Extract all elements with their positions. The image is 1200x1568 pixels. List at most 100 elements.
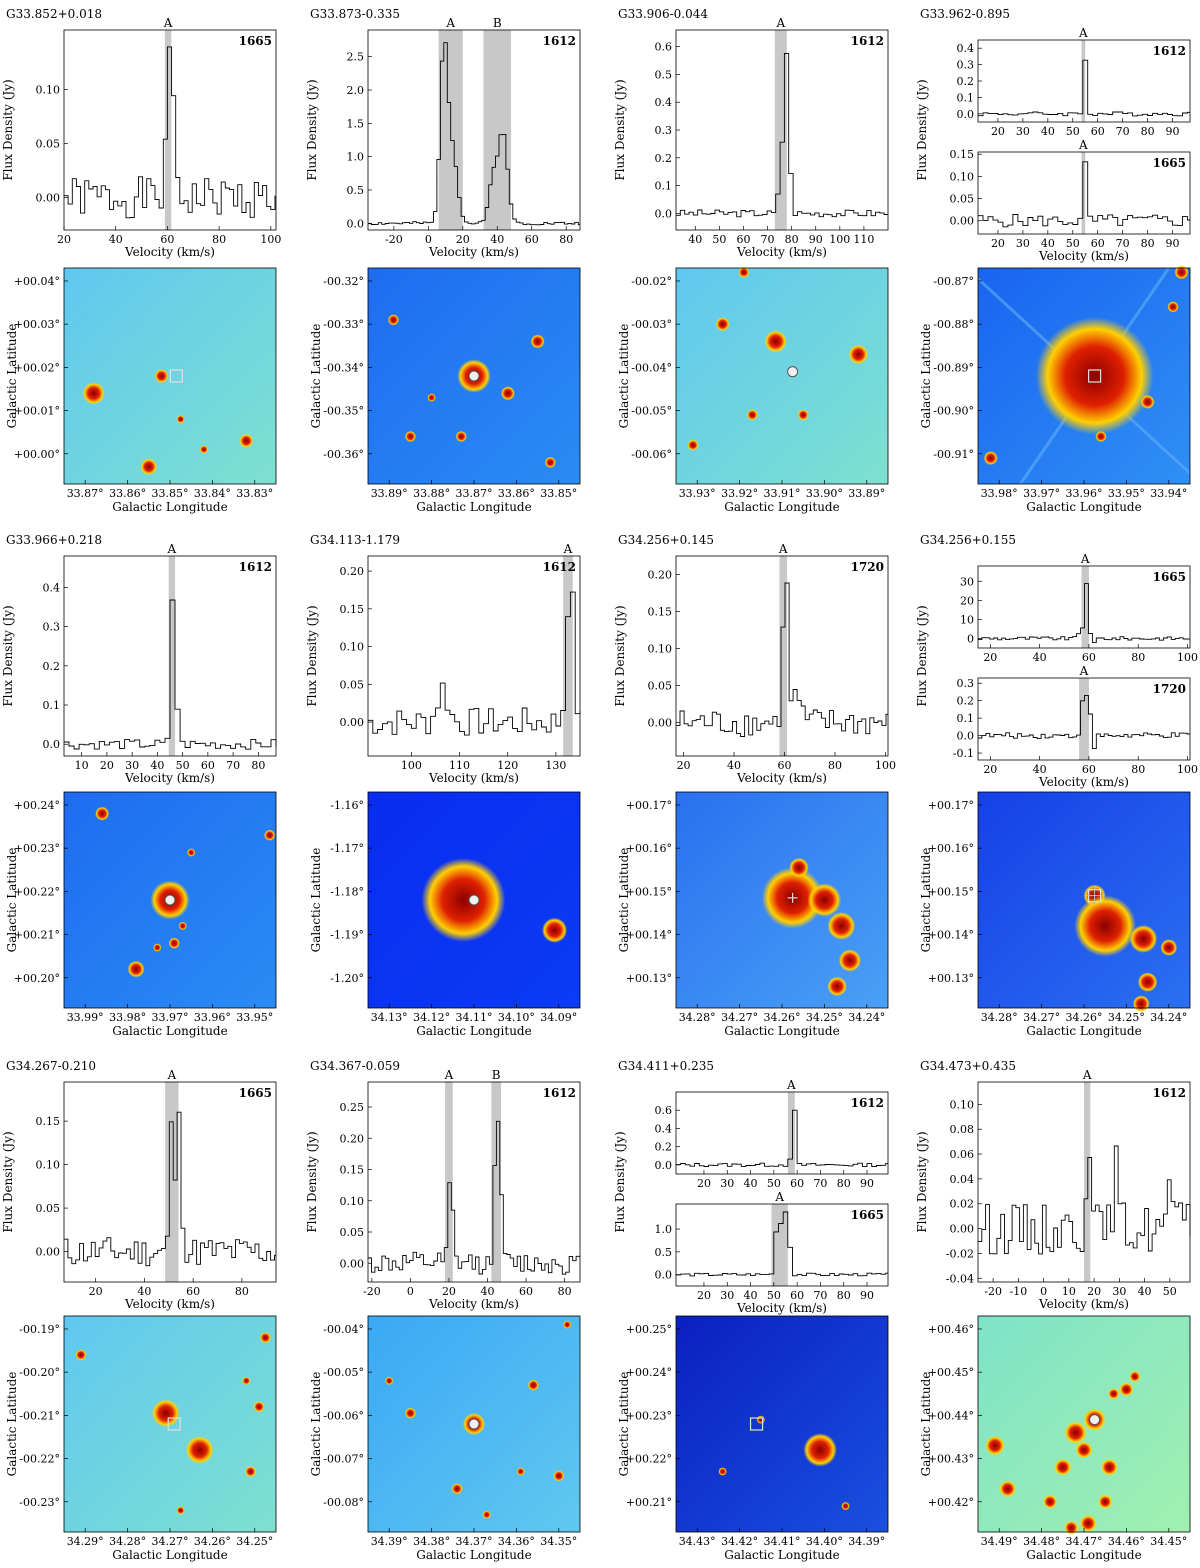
y-tick-label: 0.2 <box>655 1141 673 1154</box>
y-tick-label: 0.15 <box>648 606 673 619</box>
y-tick-label: 0.00 <box>648 717 673 730</box>
y-tick-label: 10 <box>960 613 974 626</box>
bright-source <box>687 439 699 451</box>
x-tick-label: 33.92° <box>721 487 758 500</box>
x-tick-label: 33.83° <box>236 487 273 500</box>
bright-source <box>1043 1494 1058 1509</box>
y-tick-label: 0.10 <box>950 170 975 183</box>
y-tick-label: +00.16° <box>626 842 672 855</box>
y-tick-label: 0.15 <box>950 148 975 161</box>
spectrum-line <box>368 591 581 736</box>
velocity-band <box>1081 566 1089 648</box>
y-tick-label: +00.14° <box>928 929 974 942</box>
x-tick-label: 33.96° <box>1066 487 1103 500</box>
x-tick-label: 90 <box>1166 125 1180 138</box>
y-tick-label: +00.43° <box>928 1453 974 1466</box>
x-tick-label: 0 <box>1040 1285 1047 1298</box>
map-background <box>978 1316 1190 1532</box>
x-axis-label: Velocity (km/s) <box>428 771 519 785</box>
x-axis-label: Velocity (km/s) <box>736 245 827 259</box>
transition-label: 1612 <box>1153 44 1186 58</box>
x-tick-label: 33.95° <box>236 1011 273 1024</box>
y-tick-label: 0.15 <box>340 603 365 616</box>
source-name: G33.852+0.018 <box>6 7 102 21</box>
y-tick-label: -00.04° <box>631 361 672 374</box>
x-tick-label: 80 <box>251 759 265 772</box>
y-tick-label: 0.1 <box>957 712 975 725</box>
y-tick-label: +00.21° <box>14 929 60 942</box>
transition-label: 1720 <box>851 560 884 574</box>
x-tick-label: 90 <box>809 233 823 246</box>
y-tick-label: 0 <box>967 632 974 645</box>
y-tick-label: +00.45° <box>928 1366 974 1379</box>
x-tick-label: 40 <box>1041 125 1055 138</box>
spectrum-line <box>676 582 888 737</box>
band-label: A <box>1082 1068 1092 1082</box>
y-tick-label: 0.05 <box>340 1226 365 1239</box>
x-axis-label: Galactic Longitude <box>112 500 227 514</box>
y-tick-label: 0.3 <box>957 59 975 72</box>
y-tick-label: +00.22° <box>626 1453 672 1466</box>
axes-frame <box>367 29 581 231</box>
spectrum-panel: A 20 30 40 50 60 70 80 90 0.0 0.1 0.2 0.3 0.4 1612 <box>957 26 1191 138</box>
bright-source <box>151 1399 180 1428</box>
velocity-band <box>563 556 573 756</box>
x-tick-label: 60 <box>1091 125 1105 138</box>
x-tick-label: 33.99° <box>67 1011 104 1024</box>
bright-source <box>404 430 416 443</box>
bright-source <box>95 806 110 821</box>
spectrum-panel: A B -20 0 20 40 60 80 0.00 0.05 0.10 0.15 0.20 0.25 16… <box>340 1068 581 1311</box>
y-tick-label: 0.04 <box>950 1173 975 1186</box>
y-tick-label: +00.17° <box>626 799 672 812</box>
bright-source <box>827 976 847 997</box>
y-tick-label: -00.20° <box>19 1366 60 1379</box>
y-tick-label: 0.4 <box>655 96 673 109</box>
y-tick-label: 1.0 <box>655 1223 673 1236</box>
x-tick-label: 80 <box>1131 651 1145 664</box>
maser-position-marker <box>169 369 183 383</box>
y-tick-label: 0.00 <box>340 716 365 729</box>
y-tick-label: 0.20 <box>340 565 365 578</box>
bright-source <box>264 829 276 841</box>
y-tick-label: 0.10 <box>340 1195 365 1208</box>
x-tick-label: 80 <box>559 233 573 246</box>
x-tick-label: 80 <box>235 1285 249 1298</box>
band-label: A <box>563 542 573 556</box>
x-tick-label: 40 <box>744 1289 758 1302</box>
velocity-band <box>445 1082 453 1282</box>
x-tick-label: 20 <box>983 763 997 776</box>
y-tick-label: 0.6 <box>655 41 673 54</box>
y-tick-label: 0.02 <box>950 1198 975 1211</box>
x-tick-label: 34.11° <box>456 1011 493 1024</box>
x-tick-label: 34.26° <box>194 1535 231 1548</box>
y-tick-label: -00.36° <box>323 448 364 461</box>
x-tick-label: 34.26° <box>1066 1011 1103 1024</box>
maser-position-marker <box>1087 369 1102 383</box>
transition-label: 1612 <box>1153 1086 1186 1100</box>
x-tick-label: 34.37° <box>456 1535 493 1548</box>
y-tick-label: +00.13° <box>928 972 974 985</box>
x-tick-label: 33.93° <box>679 487 716 500</box>
spectrum-panel: A B -20 0 20 40 60 80 0.0 0.5 1.0 1.5 2.0 2.5 1612 Velo… <box>347 16 581 259</box>
x-tick-label: 110 <box>853 233 874 246</box>
y-tick-label: 0.3 <box>957 677 975 690</box>
y-axis-label: Galactic Latitude <box>919 1372 933 1477</box>
x-tick-label: 34.41° <box>764 1535 801 1548</box>
x-tick-label: 70 <box>761 233 775 246</box>
velocity-band <box>164 30 172 230</box>
velocity-band <box>787 1092 795 1174</box>
x-tick-label: 80 <box>837 1289 851 1302</box>
source-name: G34.267-0.210 <box>6 1059 96 1073</box>
y-tick-label: 0.0 <box>957 108 975 121</box>
y-tick-label: +00.24° <box>626 1366 672 1379</box>
y-tick-label: 0.05 <box>36 138 61 151</box>
y-tick-label: 0.10 <box>36 83 61 96</box>
x-tick-label: 70 <box>1116 237 1130 250</box>
bright-source <box>176 415 185 424</box>
x-tick-label: 33.87° <box>67 487 104 500</box>
x-axis-label: Velocity (km/s) <box>428 1297 519 1311</box>
spectrum-line <box>64 46 276 219</box>
x-tick-label: 100 <box>875 759 896 772</box>
y-tick-label: 0.0 <box>43 738 61 751</box>
sky-map: 34.43° 34.42° 34.41° 34.40° 34.39° +00.25° +00… <box>617 1315 889 1562</box>
